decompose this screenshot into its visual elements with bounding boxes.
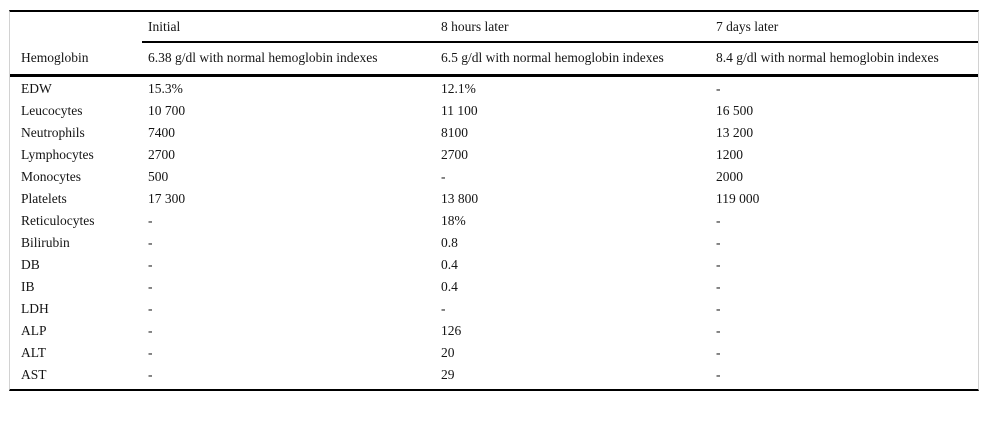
table-row: Platelets 17 300 13 800 119 000	[10, 188, 978, 210]
table-cell: 13 800	[441, 191, 479, 206]
table-cell: -	[716, 301, 721, 316]
table-row: LDH - - -	[10, 298, 978, 320]
row-label: Bilirubin	[21, 235, 70, 250]
table-cell: -	[716, 345, 721, 360]
table-cell: 0.4	[441, 257, 458, 272]
header-cell-empty	[10, 12, 142, 43]
row-label: ALP	[21, 323, 47, 338]
table-cell: 1200	[716, 147, 743, 162]
row-label: Reticulocytes	[21, 213, 95, 228]
table-cell: 20	[441, 345, 455, 360]
table-row: DB - 0.4 -	[10, 254, 978, 276]
table-row: EDW 15.3% 12.1% -	[10, 78, 978, 100]
table-cell: -	[148, 257, 153, 272]
row-label: Leucocytes	[21, 103, 83, 118]
table-cell: 500	[148, 169, 169, 184]
table-cell: -	[148, 301, 153, 316]
table-cell: 10 700	[148, 103, 186, 118]
table-body: EDW 15.3% 12.1% - Leucocytes 10 700 11 1…	[10, 77, 978, 389]
lab-results-table: Initial 8 hours later 7 days later Hemog…	[9, 10, 979, 391]
table-row: AST - 29 -	[10, 364, 978, 386]
table-row: ALP - 126 -	[10, 320, 978, 342]
table-cell: 2700	[441, 147, 468, 162]
table-cell: 7400	[148, 125, 175, 140]
table-cell: -	[716, 235, 721, 250]
table-cell: 2000	[716, 169, 743, 184]
table-row: Reticulocytes - 18% -	[10, 210, 978, 232]
table-cell: -	[148, 367, 153, 382]
header-cell-7-days-later: 7 days later	[710, 12, 978, 43]
table-cell: 8100	[441, 125, 468, 140]
table-cell: -	[716, 213, 721, 228]
table-cell: 6.5 g/dl with normal hemoglobin indexes	[441, 50, 664, 65]
table-cell: 16 500	[716, 103, 754, 118]
table-cell: 0.4	[441, 279, 458, 294]
table-cell: 2700	[148, 147, 175, 162]
table-cell: 29	[441, 367, 455, 382]
table-cell: -	[716, 279, 721, 294]
table-cell: -	[148, 323, 153, 338]
table-cell: -	[716, 257, 721, 272]
hemoglobin-row: Hemoglobin 6.38 g/dl with normal hemoglo…	[10, 43, 978, 74]
table-cell: -	[716, 323, 721, 338]
row-label: Hemoglobin	[21, 50, 89, 65]
row-label: DB	[21, 257, 40, 272]
row-label: EDW	[21, 81, 52, 96]
table-cell: 6.38 g/dl with normal hemoglobin indexes	[148, 50, 378, 65]
table-cell: 17 300	[148, 191, 186, 206]
table-header-row: Initial 8 hours later 7 days later	[10, 12, 978, 43]
row-label: Neutrophils	[21, 125, 85, 140]
table-cell: 126	[441, 323, 462, 338]
row-label: Monocytes	[21, 169, 81, 184]
table-cell: 13 200	[716, 125, 754, 140]
table-row: Neutrophils 7400 8100 13 200	[10, 122, 978, 144]
table-cell: 15.3%	[148, 81, 183, 96]
table-cell: -	[148, 235, 153, 250]
table-cell: -	[148, 279, 153, 294]
table-row: Monocytes 500 - 2000	[10, 166, 978, 188]
section-divider-rule	[10, 74, 978, 77]
table-row: ALT - 20 -	[10, 342, 978, 364]
header-cell-8-hours-later: 8 hours later	[435, 12, 710, 43]
table-row: IB - 0.4 -	[10, 276, 978, 298]
row-label: Lymphocytes	[21, 147, 94, 162]
table-cell: -	[716, 81, 721, 96]
row-label: IB	[21, 279, 35, 294]
table-cell: -	[441, 169, 446, 184]
row-label: Platelets	[21, 191, 67, 206]
row-label: AST	[21, 367, 47, 382]
table-cell: -	[716, 367, 721, 382]
table-cell: 12.1%	[441, 81, 476, 96]
row-label: LDH	[21, 301, 49, 316]
table-row: Lymphocytes 2700 2700 1200	[10, 144, 978, 166]
table-cell: -	[148, 213, 153, 228]
table-cell: 0.8	[441, 235, 458, 250]
table-cell: -	[441, 301, 446, 316]
table-cell: -	[148, 345, 153, 360]
table-cell: 8.4 g/dl with normal hemoglobin indexes	[716, 50, 939, 65]
row-label: ALT	[21, 345, 47, 360]
header-cell-initial: Initial	[142, 12, 435, 43]
table-cell: 119 000	[716, 191, 760, 206]
table-cell: 11 100	[441, 103, 478, 118]
table-row: Leucocytes 10 700 11 100 16 500	[10, 100, 978, 122]
table-row: Bilirubin - 0.8 -	[10, 232, 978, 254]
table-cell: 18%	[441, 213, 466, 228]
